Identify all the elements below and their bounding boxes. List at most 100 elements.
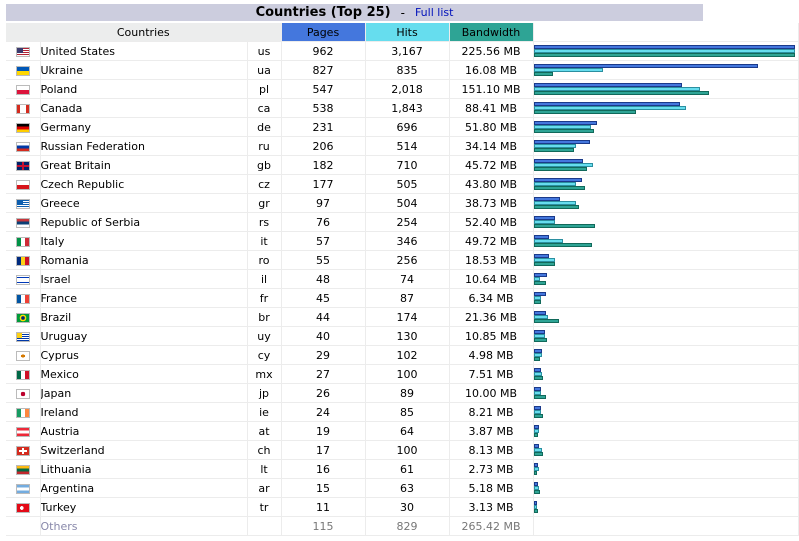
bar-graph-cell (533, 440, 799, 460)
flag-cell (6, 60, 41, 80)
country-code: ie (247, 402, 282, 422)
hits-value: 696 (365, 117, 450, 137)
hits-bar (533, 391, 541, 395)
others-code-empty (247, 516, 282, 536)
bandwidth-bar (533, 490, 540, 494)
country-code: ch (247, 440, 282, 460)
pages-value: 45 (281, 288, 366, 308)
pages-value: 48 (281, 269, 366, 289)
hits-value: 74 (365, 269, 450, 289)
hits-bar (533, 372, 542, 376)
pages-value: 26 (281, 383, 366, 403)
country-code: pl (247, 79, 282, 99)
hits-bar (533, 505, 537, 509)
pages-bar (533, 349, 542, 353)
pages-bar (533, 235, 549, 239)
bandwidth-bar (533, 224, 595, 228)
bandwidth-value: 3.87 MB (449, 421, 534, 441)
table-row: Japan jp 26 89 10.00 MB (6, 383, 799, 403)
pages-bar (533, 178, 582, 182)
hits-bar (533, 410, 541, 414)
pages-bar (533, 425, 539, 429)
hits-value: 835 (365, 60, 450, 80)
table-row: Israel il 48 74 10.64 MB (6, 269, 799, 289)
bar-graph-cell (533, 60, 799, 80)
hits-bar (533, 467, 539, 471)
table-row: France fr 45 87 6.34 MB (6, 288, 799, 308)
country-code: gb (247, 155, 282, 175)
pages-bar (533, 368, 541, 372)
others-hits: 829 (365, 516, 450, 536)
table-row: Mexico mx 27 100 7.51 MB (6, 364, 799, 384)
bandwidth-value: 10.85 MB (449, 326, 534, 346)
hits-bar (533, 353, 542, 357)
bandwidth-bar (533, 110, 636, 114)
hits-value: 2,018 (365, 79, 450, 99)
flag-cell (6, 98, 41, 118)
hits-bar (533, 201, 576, 205)
flag-cell (6, 212, 41, 232)
bandwidth-bar (533, 300, 541, 304)
title-separator: - (400, 5, 405, 20)
bandwidth-bar (533, 148, 574, 152)
country-code: rs (247, 212, 282, 232)
bandwidth-value: 5.18 MB (449, 478, 534, 498)
pages-value: 547 (281, 79, 366, 99)
hits-bar (533, 125, 591, 129)
country-name: Turkey (40, 497, 248, 517)
pages-value: 76 (281, 212, 366, 232)
pages-value: 15 (281, 478, 366, 498)
bandwidth-value: 18.53 MB (449, 250, 534, 270)
bandwidth-value: 225.56 MB (449, 41, 534, 61)
country-name: Cyprus (40, 345, 248, 365)
hits-value: 85 (365, 402, 450, 422)
flag-at-icon (15, 426, 30, 437)
bandwidth-bar (533, 509, 538, 513)
bandwidth-bar (533, 281, 546, 285)
pages-value: 177 (281, 174, 366, 194)
flag-jp-icon (15, 388, 30, 399)
flag-cell (6, 41, 41, 61)
pages-value: 29 (281, 345, 366, 365)
bandwidth-value: 16.08 MB (449, 60, 534, 80)
bandwidth-bar (533, 338, 547, 342)
bar-graph-cell (533, 193, 799, 213)
hits-value: 100 (365, 364, 450, 384)
full-list-link[interactable]: Full list (414, 6, 454, 19)
flag-cell (6, 326, 41, 346)
table-row: Switzerland ch 17 100 8.13 MB (6, 440, 799, 460)
bandwidth-value: 151.10 MB (449, 79, 534, 99)
bar-graph-cell (533, 402, 799, 422)
pages-value: 44 (281, 307, 366, 327)
country-name: Greece (40, 193, 248, 213)
bandwidth-value: 51.80 MB (449, 117, 534, 137)
bandwidth-bar (533, 376, 543, 380)
country-code: it (247, 231, 282, 251)
flag-us-icon (15, 46, 30, 57)
hits-value: 64 (365, 421, 450, 441)
bandwidth-bar (533, 91, 709, 95)
bar-graph-cell (533, 497, 799, 517)
pages-value: 40 (281, 326, 366, 346)
hits-value: 174 (365, 307, 450, 327)
flag-cell (6, 288, 41, 308)
pages-bar (533, 311, 546, 315)
bandwidth-bar (533, 186, 585, 190)
table-row: Lithuania lt 16 61 2.73 MB (6, 459, 799, 479)
hits-value: 63 (365, 478, 450, 498)
pages-bar (533, 406, 541, 410)
table-row: Brazil br 44 174 21.36 MB (6, 307, 799, 327)
pages-bar (533, 292, 546, 296)
flag-ua-icon (15, 65, 30, 76)
flag-gr-icon (15, 198, 30, 209)
flag-cell (6, 174, 41, 194)
hits-value: 89 (365, 383, 450, 403)
bar-graph-cell (533, 269, 799, 289)
country-name: Poland (40, 79, 248, 99)
flag-cell (6, 402, 41, 422)
hits-bar (533, 296, 541, 300)
country-code: ca (247, 98, 282, 118)
bar-graph-cell (533, 478, 799, 498)
table-row: Greece gr 97 504 38.73 MB (6, 193, 799, 213)
pages-bar (533, 140, 590, 144)
